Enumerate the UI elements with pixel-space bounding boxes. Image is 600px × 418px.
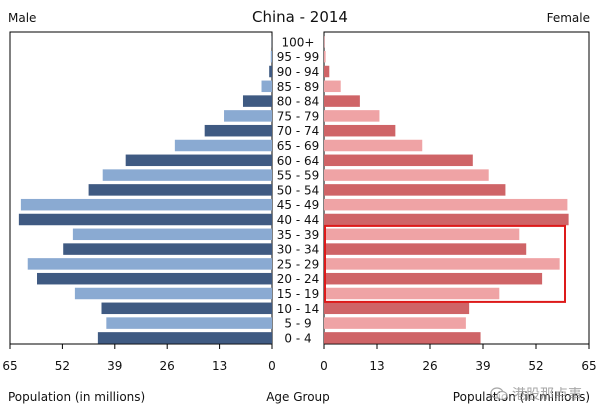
female-bar-0-4 bbox=[324, 332, 481, 344]
male-bar-55-59 bbox=[102, 169, 272, 181]
male-bar-35-39 bbox=[72, 228, 272, 241]
female-bar-75-79 bbox=[324, 110, 380, 122]
female-bar-50-54 bbox=[324, 184, 506, 196]
male-bar-25-29 bbox=[27, 258, 273, 270]
male-bar-65-69 bbox=[174, 139, 272, 152]
age-group-label: 10 - 14 bbox=[277, 302, 320, 316]
male-tick-label: 65 bbox=[2, 359, 17, 373]
male-bar-80-84 bbox=[242, 95, 272, 107]
female-bar-90-94 bbox=[324, 65, 330, 78]
age-group-label: 65 - 69 bbox=[277, 139, 320, 153]
female-bar-85-89 bbox=[324, 80, 341, 93]
female-tick-label: 52 bbox=[528, 359, 543, 373]
age-group-label: 95 - 99 bbox=[277, 50, 320, 64]
age-group-label: 20 - 24 bbox=[277, 272, 320, 286]
age-group-label: 35 - 39 bbox=[277, 228, 320, 242]
chart-title: China - 2014 bbox=[252, 8, 348, 26]
male-bar-75-79 bbox=[224, 110, 272, 122]
female-bar-70-74 bbox=[324, 124, 396, 137]
x-axis-label-left: Population (in millions) bbox=[8, 390, 145, 404]
male-tick-label: 26 bbox=[160, 359, 175, 373]
male-bar-90-94 bbox=[269, 65, 272, 78]
male-tick-label: 39 bbox=[107, 359, 122, 373]
x-axis-label-center: Age Group bbox=[266, 390, 330, 404]
female-axis-ticks: 0 13 26 39 52 65 bbox=[320, 344, 597, 373]
female-bar-10-14 bbox=[324, 302, 470, 315]
age-group-label: 80 - 84 bbox=[277, 95, 320, 109]
age-group-label: 70 - 74 bbox=[277, 124, 320, 138]
female-bar-55-59 bbox=[324, 169, 489, 181]
age-group-label: 40 - 44 bbox=[277, 213, 320, 227]
male-tick-label: 13 bbox=[212, 359, 227, 373]
male-label: Male bbox=[8, 11, 36, 25]
female-label: Female bbox=[547, 11, 590, 25]
male-bar-15-19 bbox=[74, 287, 272, 300]
watermark-text: 港股那点事 bbox=[512, 387, 582, 403]
highlight-rectangle bbox=[324, 224, 566, 303]
age-group-label: 0 - 4 bbox=[284, 331, 311, 345]
male-bar-0-4 bbox=[97, 332, 273, 344]
watermark: 港股那点事 bbox=[490, 384, 582, 404]
age-group-label: 100+ bbox=[282, 35, 315, 49]
wechat-icon bbox=[490, 387, 508, 401]
female-bar-60-64 bbox=[324, 154, 473, 167]
female-bars bbox=[324, 36, 569, 344]
male-bars bbox=[18, 36, 273, 344]
male-bar-5-9 bbox=[106, 317, 272, 329]
age-group-label: 5 - 9 bbox=[284, 317, 311, 331]
male-bar-85-89 bbox=[261, 80, 272, 93]
female-tick-label: 39 bbox=[475, 359, 490, 373]
age-group-label: 55 - 59 bbox=[277, 169, 320, 183]
female-bar-25-29 bbox=[324, 258, 560, 270]
male-bar-45-49 bbox=[20, 198, 273, 211]
female-bar-40-44 bbox=[324, 213, 569, 226]
male-bar-20-24 bbox=[37, 272, 273, 285]
female-bar-15-19 bbox=[324, 287, 500, 300]
female-bar-30-34 bbox=[324, 243, 527, 255]
age-group-label: 85 - 89 bbox=[277, 80, 320, 94]
highlight-box bbox=[324, 224, 566, 303]
age-group-label: 75 - 79 bbox=[277, 109, 320, 123]
male-bar-60-64 bbox=[125, 154, 272, 167]
female-bar-35-39 bbox=[324, 228, 520, 241]
male-bar-40-44 bbox=[18, 213, 273, 226]
male-axis-ticks: 65 52 39 26 13 0 bbox=[2, 344, 276, 373]
female-tick-label: 0 bbox=[320, 359, 328, 373]
female-bar-5-9 bbox=[324, 317, 466, 329]
age-group-label: 15 - 19 bbox=[277, 287, 320, 301]
male-bar-70-74 bbox=[204, 124, 272, 137]
age-group-label: 25 - 29 bbox=[277, 257, 320, 271]
female-tick-label: 13 bbox=[369, 359, 384, 373]
female-tick-label: 65 bbox=[581, 359, 596, 373]
male-tick-label: 52 bbox=[55, 359, 70, 373]
age-group-label: 50 - 54 bbox=[277, 183, 320, 197]
male-bar-30-34 bbox=[63, 243, 273, 255]
age-group-label: 60 - 64 bbox=[277, 154, 320, 168]
age-group-label: 90 - 94 bbox=[277, 65, 320, 79]
male-bar-95-99 bbox=[270, 50, 272, 63]
female-bar-45-49 bbox=[324, 198, 568, 211]
male-bar-50-54 bbox=[88, 184, 272, 196]
male-bar-10-14 bbox=[101, 302, 272, 315]
age-group-label: 30 - 34 bbox=[277, 243, 320, 257]
female-bar-20-24 bbox=[324, 272, 543, 285]
age-group-label: 45 - 49 bbox=[277, 198, 320, 212]
female-bar-65-69 bbox=[324, 139, 423, 152]
female-tick-label: 26 bbox=[422, 359, 437, 373]
male-tick-label: 0 bbox=[268, 359, 276, 373]
female-bar-80-84 bbox=[324, 95, 360, 107]
x-axis-label-right: Population (in millions) bbox=[453, 390, 590, 404]
female-bar-95-99 bbox=[324, 50, 326, 63]
